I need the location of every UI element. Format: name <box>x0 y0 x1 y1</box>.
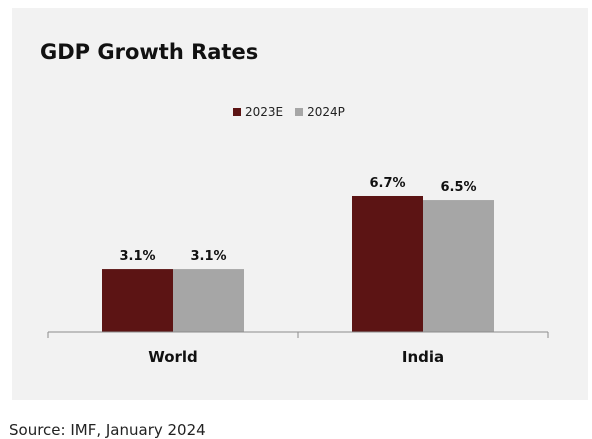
legend-swatch-2023e <box>233 108 241 116</box>
legend-item-2023e: 2023E <box>233 105 283 119</box>
legend-swatch-2024p <box>295 108 304 116</box>
category-label-world: World <box>148 348 198 366</box>
legend-label-2023e: 2023E <box>245 105 284 119</box>
data-label-india-2023e: 6.7% <box>369 176 405 191</box>
bar-world-2023e <box>102 269 173 332</box>
source-note: Source: IMF, January 2024 <box>9 421 206 439</box>
data-label-world-2023e: 3.1% <box>119 249 155 264</box>
chart-panel: GDP Growth Rates 2023E 2024P 3.1% 3.1% Wor… <box>12 8 588 400</box>
category-label-india: India <box>402 348 444 366</box>
data-label-india-2024p: 6.5% <box>440 180 476 195</box>
legend-label-2024p: 2024P <box>307 105 345 119</box>
legend-item-2024p: 2024P <box>295 105 345 119</box>
data-label-world-2024p: 3.1% <box>190 249 226 264</box>
bar-world-2024p <box>173 269 244 332</box>
chart-title: GDP Growth Rates <box>40 40 259 64</box>
bar-india-2023e <box>352 195 423 332</box>
bar-chart-plot: 3.1% 3.1% World 6.7% 6.5% India <box>47 176 549 366</box>
chart-legend: 2023E 2024P <box>233 105 357 119</box>
bar-india-2024p <box>423 200 494 332</box>
